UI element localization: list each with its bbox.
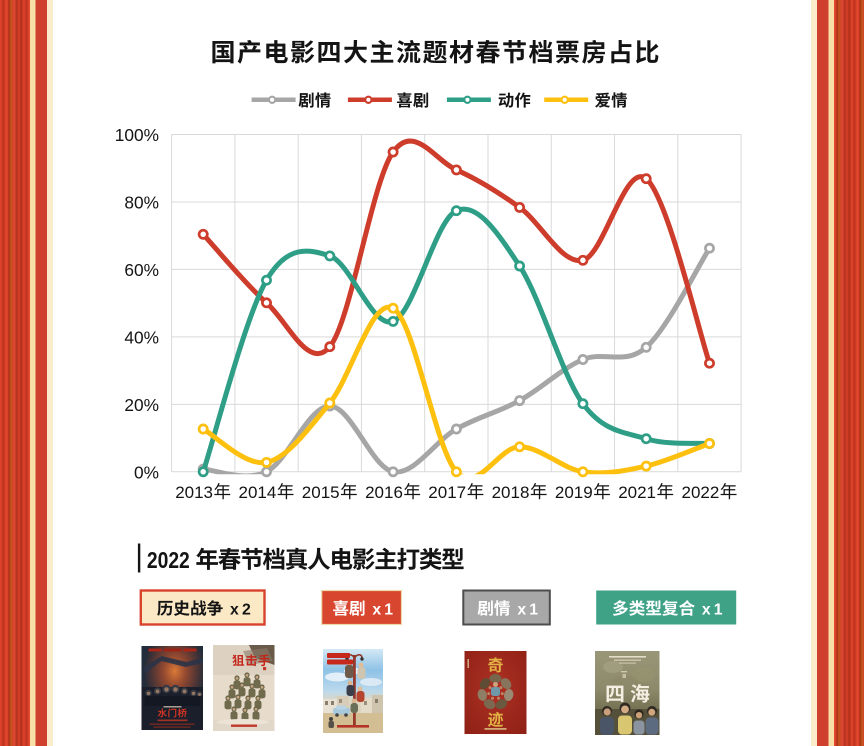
svg-text:0%: 0% — [134, 462, 159, 482]
svg-text:2017: 2017 — [428, 483, 466, 502]
svg-text:2015: 2015 — [302, 483, 340, 502]
svg-text:2022: 2022 — [682, 483, 720, 502]
svg-text:x 1: x 1 — [514, 601, 538, 618]
svg-text:60%: 60% — [124, 260, 159, 280]
svg-text:2016: 2016 — [365, 483, 403, 502]
svg-text:2022: 2022 — [147, 547, 190, 573]
svg-text:2014: 2014 — [239, 483, 277, 502]
svg-text:x 2: x 2 — [227, 601, 251, 618]
svg-text:x 1: x 1 — [369, 601, 393, 618]
svg-text:2019: 2019 — [555, 483, 593, 502]
svg-text:2021: 2021 — [618, 483, 656, 502]
svg-text:2018: 2018 — [492, 483, 530, 502]
svg-text:20%: 20% — [124, 395, 159, 415]
svg-text:80%: 80% — [124, 193, 159, 213]
svg-text:100%: 100% — [115, 125, 159, 145]
svg-text:x 1: x 1 — [699, 601, 723, 618]
svg-text:40%: 40% — [124, 327, 159, 347]
svg-text:2013: 2013 — [175, 483, 213, 502]
